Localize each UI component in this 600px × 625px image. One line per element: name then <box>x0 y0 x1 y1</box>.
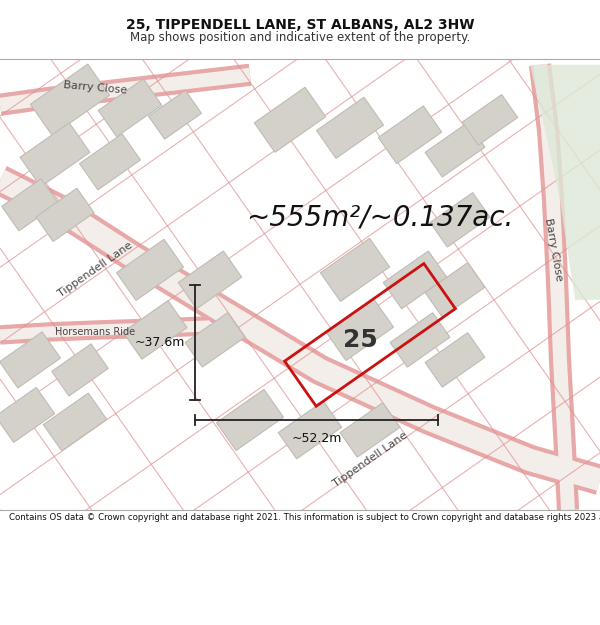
Text: Barry Close: Barry Close <box>542 217 563 282</box>
Polygon shape <box>378 106 442 164</box>
Polygon shape <box>123 301 187 359</box>
Polygon shape <box>326 299 394 361</box>
Polygon shape <box>254 88 326 152</box>
Text: Horsemans Ride: Horsemans Ride <box>55 327 135 337</box>
Polygon shape <box>43 393 107 451</box>
Polygon shape <box>0 388 55 442</box>
Polygon shape <box>36 188 94 241</box>
Polygon shape <box>278 401 342 459</box>
Polygon shape <box>116 239 184 301</box>
Polygon shape <box>20 123 90 187</box>
Polygon shape <box>0 332 61 388</box>
Polygon shape <box>185 312 245 367</box>
Polygon shape <box>2 179 58 231</box>
Polygon shape <box>430 192 490 247</box>
Polygon shape <box>316 98 383 158</box>
Polygon shape <box>383 251 447 309</box>
Polygon shape <box>390 312 450 367</box>
Polygon shape <box>340 402 400 457</box>
Text: ~555m²/~0.137ac.: ~555m²/~0.137ac. <box>247 204 514 232</box>
Polygon shape <box>52 344 108 396</box>
Polygon shape <box>530 65 600 300</box>
Text: 25: 25 <box>343 328 377 352</box>
Text: Tippendell Lane: Tippendell Lane <box>331 431 409 489</box>
Text: Tippendell Lane: Tippendell Lane <box>56 241 134 299</box>
Polygon shape <box>178 251 242 309</box>
Text: Contains OS data © Crown copyright and database right 2021. This information is : Contains OS data © Crown copyright and d… <box>9 514 600 522</box>
Polygon shape <box>217 389 284 451</box>
Polygon shape <box>31 64 110 136</box>
Polygon shape <box>80 134 140 190</box>
Polygon shape <box>425 262 485 317</box>
Polygon shape <box>425 332 485 387</box>
Text: Map shows position and indicative extent of the property.: Map shows position and indicative extent… <box>130 31 470 44</box>
Polygon shape <box>463 94 518 145</box>
Text: Barry Close: Barry Close <box>63 80 127 96</box>
Polygon shape <box>320 238 389 301</box>
Text: 25, TIPPENDELL LANE, ST ALBANS, AL2 3HW: 25, TIPPENDELL LANE, ST ALBANS, AL2 3HW <box>126 18 474 32</box>
Polygon shape <box>149 91 202 139</box>
Polygon shape <box>98 79 162 137</box>
Polygon shape <box>425 122 485 177</box>
Text: ~52.2m: ~52.2m <box>292 432 341 445</box>
Text: ~37.6m: ~37.6m <box>134 336 185 349</box>
